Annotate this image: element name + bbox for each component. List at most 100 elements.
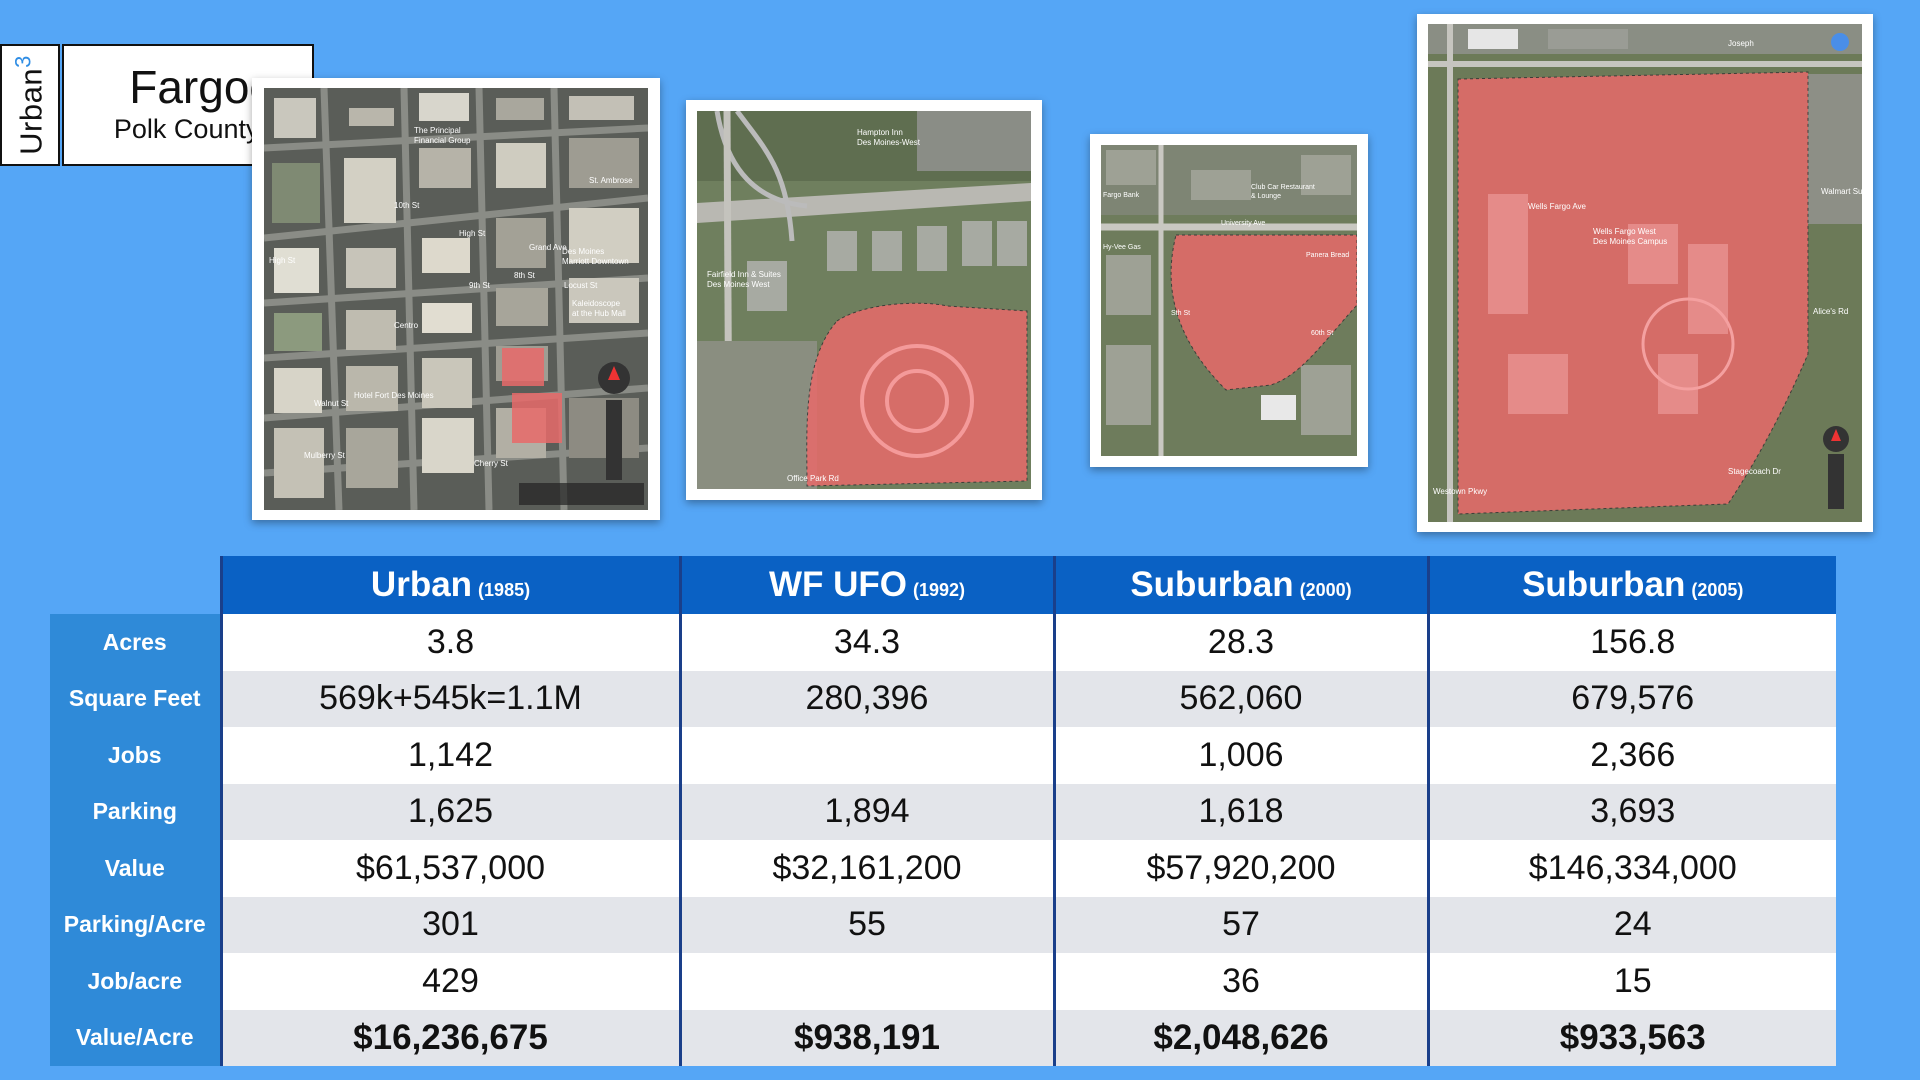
table-row-value-per-acre: Value/Acre $16,236,675 $938,191 $2,048,6… [50,1009,1836,1066]
table-cell [678,953,1054,1010]
table-cell: 569k+545k=1.1M [219,670,680,727]
table-cell: 36 [1052,953,1428,1010]
map-label: Club Car Restaurant [1251,184,1315,191]
table-cell: $16,236,675 [219,1009,680,1066]
table-cell: 2,366 [1426,727,1836,784]
map-label: Wells Fargo Ave [1528,202,1587,211]
map-label: The Principal [414,126,461,135]
map-label: Hy-Vee Gas [1103,244,1141,251]
map-label: 8th St [514,271,536,280]
table-cell: 28.3 [1052,614,1428,671]
map-label: High St [459,229,486,238]
map-label: Fargo Bank [1103,192,1140,199]
row-label: Square Feet [50,670,221,727]
column-header-urban-1985: Urban (1985) [219,556,680,614]
table-cell: 1,625 [219,783,680,840]
table-row-square-feet: Square Feet 569k+545k=1.1M 280,396 562,0… [50,670,1836,727]
map-label: Des Moines-West [857,138,921,147]
map-label: & Lounge [1251,193,1281,200]
map-label: Financial Group [414,136,471,145]
table-row-parking-per-acre: Parking/Acre 301 55 57 24 [50,896,1836,953]
table-cell: 429 [219,953,680,1010]
map-wf-ufo: Hampton Inn Des Moines-West Fairfield In… [697,111,1031,489]
table-cell: 24 [1426,896,1836,953]
map-label: University Ave [1221,220,1265,227]
map-label: Office Park Rd [787,474,839,483]
map-label: Des Moines Campus [1593,237,1667,246]
table-cell: $146,334,000 [1426,840,1836,897]
table-cell: 280,396 [678,670,1054,727]
table-cell: $57,920,200 [1052,840,1428,897]
table-cell: 156.8 [1426,614,1836,671]
map-suburban-2005: Joseph Wells Fargo Ave Wells Fargo West … [1428,24,1862,522]
comparison-table: Urban (1985) WF UFO (1992) Suburban (2000) … [50,556,1836,1066]
map-label: Alice's Rd [1813,307,1848,316]
row-label: Parking [50,783,221,840]
map-urban-card: The Principal Financial Group St. Ambros… [252,78,660,520]
map-label: Kaleidoscope [572,299,621,308]
table-cell: $61,537,000 [219,840,680,897]
map-label: Westown Pkwy [1433,487,1487,496]
map-suburban-2000-card: Fargo Bank Club Car Restaurant & Lounge … [1090,134,1368,467]
table-row-jobs: Jobs 1,142 1,006 2,366 [50,727,1836,784]
map-label: Mulberry St [304,451,346,460]
table-row-job-per-acre: Job/acre 429 36 15 [50,953,1836,1010]
table-cell: $2,048,626 [1052,1009,1428,1066]
logo-text: Urban3 [10,55,49,155]
map-label: Marriott Downtown [562,257,629,266]
table-header-row: Urban (1985) WF UFO (1992) Suburban (2000) … [50,556,1836,614]
row-label: Value/Acre [50,1009,221,1066]
row-label: Acres [50,614,221,671]
map-label: Walnut St [314,399,349,408]
table-cell: 34.3 [678,614,1054,671]
table-cell: $933,563 [1426,1009,1836,1066]
map-label: Des Moines [562,247,604,256]
header-corner [50,556,221,614]
table-cell: 3,693 [1426,783,1836,840]
table-cell: $32,161,200 [678,840,1054,897]
table-cell: 1,618 [1052,783,1428,840]
table-cell: 1,006 [1052,727,1428,784]
table-cell: 301 [219,896,680,953]
table-cell: 57 [1052,896,1428,953]
table-cell: 3.8 [219,614,680,671]
map-label: Grand Ave [529,243,567,252]
row-label: Job/acre [50,953,221,1010]
map-label: Cherry St [474,459,509,468]
row-label: Parking/Acre [50,896,221,953]
map-label: Centro [394,321,419,330]
map-label: High St [269,256,296,265]
table-row-acres: Acres 3.8 34.3 28.3 156.8 [50,614,1836,671]
map-label: Locust St [564,281,598,290]
map-label: Hotel Fort Des Moines [354,391,434,400]
map-label: Panera Bread [1306,252,1349,259]
table-cell: $938,191 [678,1009,1054,1066]
map-label: Joseph [1728,39,1754,48]
table-cell: 679,576 [1426,670,1836,727]
map-wf-ufo-card: Hampton Inn Des Moines-West Fairfield In… [686,100,1042,500]
map-label: Stagecoach Dr [1728,467,1781,476]
map-label: Des Moines West [707,280,770,289]
map-label: 9th St [469,281,491,290]
table-cell: 1,894 [678,783,1054,840]
map-label: 10th St [394,201,420,210]
table-cell [678,727,1054,784]
map-urban: The Principal Financial Group St. Ambros… [264,88,648,510]
column-header-suburban-2005: Suburban (2005) [1426,556,1836,614]
column-header-wf-ufo-1992: WF UFO (1992) [678,556,1054,614]
row-label: Jobs [50,727,221,784]
map-suburban-2005-card: Joseph Wells Fargo Ave Wells Fargo West … [1417,14,1873,532]
map-label: 60th St [1311,330,1333,337]
map-label: at the Hub Mall [572,309,626,318]
table-cell: 15 [1426,953,1836,1010]
map-label: Walmart Sup [1821,187,1862,196]
map-label: St. Ambrose [589,176,633,185]
map-suburban-2000: Fargo Bank Club Car Restaurant & Lounge … [1101,145,1357,456]
table-cell: 1,142 [219,727,680,784]
table-cell: 55 [678,896,1054,953]
table-row-parking: Parking 1,625 1,894 1,618 3,693 [50,783,1836,840]
table-row-value: Value $61,537,000 $32,161,200 $57,920,20… [50,840,1836,897]
table-cell: 562,060 [1052,670,1428,727]
map-label: Sth St [1171,310,1190,317]
map-label: Fairfield Inn & Suites [707,270,781,279]
